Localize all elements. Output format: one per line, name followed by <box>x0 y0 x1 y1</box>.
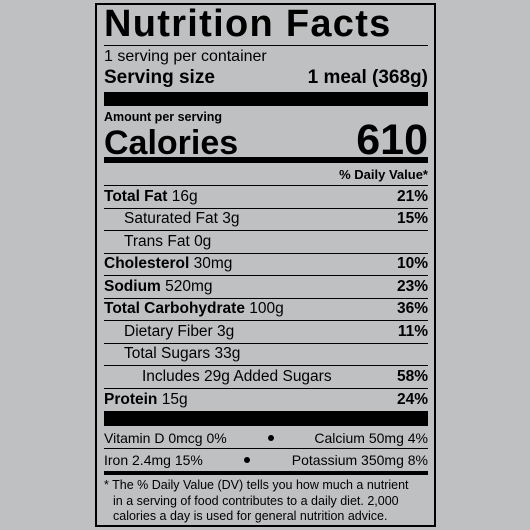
vitamin-amount: 0mcg <box>168 429 203 446</box>
amount-per-serving: Amount per serving <box>104 110 223 124</box>
vitamin-dv: 8% <box>407 452 428 468</box>
vitamin-name: Calcium <box>314 429 365 446</box>
separator-dot <box>267 434 274 441</box>
nutrient-row: Total Sugars 33g <box>104 344 428 366</box>
thick-rule <box>104 92 428 106</box>
calories: Calories 610 <box>104 116 428 164</box>
nutrient-amount: 15g <box>161 390 188 408</box>
nutrient-name: Cholesterol <box>104 255 190 273</box>
nutrient-amount: 520mg <box>165 277 213 295</box>
vitamin-dv: 4% <box>407 429 428 446</box>
vitamin-name: Iron <box>104 452 129 468</box>
nutrient-name: Includes 29g Added Sugars <box>142 367 332 385</box>
vitamin-row: Vitamin D 0mcg 0% Calcium 50mg 4% <box>104 427 428 449</box>
nutrient-dv: 21% <box>396 187 428 205</box>
nutrient-row: Protein 15g 24% <box>104 389 428 412</box>
serving-size-value: 1 meal (368g) <box>307 67 428 88</box>
vitamin-row: Iron 2.4mg 15% Potassium 350mg 8% <box>104 449 428 471</box>
nutrient-amount: 30mg <box>193 255 233 273</box>
nutrient-row: Includes 29g Added Sugars 58% <box>104 366 428 389</box>
nutrient-dv: 10% <box>396 255 428 273</box>
nutrient-table: Total Fat 16g 21% Saturated Fat 3g 15% Tra… <box>104 186 428 411</box>
nutrient-row: Saturated Fat 3g 15% <box>104 209 428 231</box>
vitamin-name: Vitamin D <box>104 429 165 446</box>
nutrient-row: Total Fat 16g 21% <box>104 186 428 209</box>
nutrient-dv: 15% <box>396 210 428 228</box>
nutrient-name: Total Sugars <box>124 345 211 363</box>
vitamin-amount: 2.4mg <box>132 452 171 468</box>
nutrient-amount: 100g <box>249 300 284 318</box>
nutrient-dv: 11% <box>397 322 428 340</box>
serving-size-label: Serving size <box>104 67 215 88</box>
rule <box>104 185 428 186</box>
vitamin-name: Potassium <box>291 452 358 468</box>
nutrient-row: Sodium 520mg 23% <box>104 276 428 299</box>
nutrient-name: Total Fat <box>104 187 168 205</box>
nutrient-dv: 23% <box>396 277 428 295</box>
nutrient-row: Dietary Fiber 3g 11% <box>104 321 428 344</box>
nutrient-name: Saturated Fat <box>124 210 218 228</box>
nutrient-amount: 0g <box>194 232 212 250</box>
nutrient-dv: 58% <box>396 367 428 385</box>
nutrient-dv: 24% <box>396 390 428 408</box>
vitamin-table: Vitamin D 0mcg 0% Calcium 50mg 4% Iron 2… <box>104 427 428 471</box>
nutrient-row: Cholesterol 30mg 10% <box>104 254 428 276</box>
nutrient-amount: 3g <box>222 210 240 228</box>
separator-dot <box>244 457 251 463</box>
medium-rule <box>104 471 428 475</box>
serving-size: Serving size 1 meal (368g) <box>104 66 428 90</box>
vitamin-amount: 50mg <box>368 429 404 446</box>
calories-value: 610 <box>356 116 428 164</box>
footnote-line: * The % Daily Value (DV) tells you how m… <box>104 478 409 492</box>
rule <box>104 45 428 46</box>
nutrient-amount: 33g <box>214 345 241 363</box>
footnote-line: calories a day is used for general nutri… <box>113 509 388 523</box>
nutrient-row: Total Carbohydrate 100g 36% <box>104 299 428 321</box>
label-border <box>95 3 436 527</box>
vitamin-dv: 0% <box>206 429 227 446</box>
footnote: * The % Daily Value (DV) tells you how m… <box>104 478 428 525</box>
medium-rule <box>104 157 428 163</box>
nutrient-dv: 36% <box>396 300 428 318</box>
nutrient-name: Protein <box>104 390 158 408</box>
nutrient-name: Trans Fat <box>124 232 190 250</box>
servings: 1 serving per container <box>104 48 267 65</box>
footnote-line: in a serving of food contributes to a da… <box>113 493 399 508</box>
nutrient-name: Sodium <box>104 277 161 295</box>
nutrient-name: Dietary Fiber <box>124 322 213 340</box>
nutrient-row: Trans Fat 0g <box>104 231 428 254</box>
thick-rule <box>104 411 428 426</box>
vitamin-dv: 15% <box>174 452 203 468</box>
nutrient-amount: 16g <box>171 187 198 205</box>
title: Nutrition Facts <box>104 3 392 45</box>
nutrient-name: Total Carbohydrate <box>104 300 245 318</box>
vitamin-amount: 350mg <box>361 452 404 468</box>
calories-label: Calories <box>104 124 239 162</box>
daily-value-header: % Daily Value* <box>339 167 428 182</box>
nutrient-amount: 3g <box>217 322 235 340</box>
